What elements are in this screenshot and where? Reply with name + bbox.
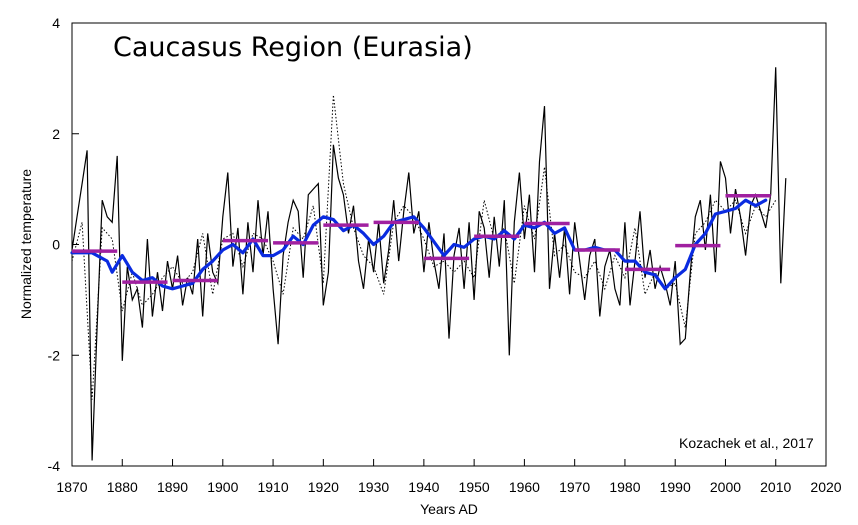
x-tick-label: 1970 — [559, 479, 590, 495]
x-tick-label: 1870 — [56, 479, 87, 495]
y-tick-label: 0 — [52, 237, 60, 253]
y-tick-label: 2 — [52, 126, 60, 142]
x-axis-label: Years AD — [420, 501, 478, 517]
x-tick-label: 1960 — [509, 479, 540, 495]
x-tick-label: 2010 — [760, 479, 791, 495]
series-line-solid-thin — [71, 67, 787, 461]
x-tick-label: 1890 — [157, 479, 188, 495]
series-layer — [70, 67, 787, 461]
y-axis-ticks: -4 -2 0 2 4 — [48, 15, 79, 474]
y-tick-label: -4 — [48, 458, 61, 474]
x-tick-label: 1900 — [207, 479, 238, 495]
series-line-dotted — [71, 94, 777, 400]
x-tick-label: 2000 — [710, 479, 741, 495]
series-line-smoothed — [70, 198, 768, 291]
y-tick-label: -2 — [48, 347, 61, 363]
chart-title: Caucasus Region (Eurasia) — [113, 32, 473, 63]
x-tick-label: 1880 — [107, 479, 138, 495]
credit-annotation: Kozachek et al., 2017 — [679, 435, 814, 451]
x-tick-label: 1920 — [308, 479, 339, 495]
x-tick-label: 2020 — [810, 479, 841, 495]
x-tick-label: 1980 — [609, 479, 640, 495]
x-axis-ticks: 1870 1880 1890 1900 1910 1920 1930 1940 1950 1960… — [56, 459, 842, 495]
x-tick-label: 1940 — [408, 479, 439, 495]
y-tick-label: 4 — [52, 15, 60, 31]
decadal-means-layer — [72, 194, 771, 284]
x-tick-label: 1990 — [660, 479, 691, 495]
x-tick-label: 1930 — [358, 479, 389, 495]
x-tick-label: 1950 — [459, 479, 490, 495]
x-tick-label: 1910 — [257, 479, 288, 495]
y-axis-label: Normalized temperature — [18, 169, 34, 319]
